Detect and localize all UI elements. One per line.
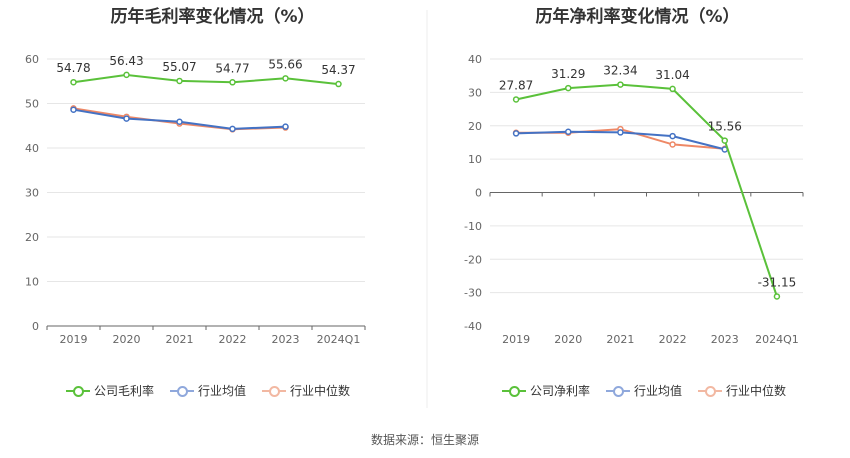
x-tick-label: 2022 xyxy=(659,333,687,346)
data-point-industry_avg xyxy=(176,118,183,125)
legend-item-industry-median[interactable]: 行业中位数 xyxy=(698,382,786,399)
data-point-industry_avg xyxy=(617,129,624,136)
data-point-company xyxy=(282,75,289,82)
y-tick-label: 0 xyxy=(475,187,482,200)
legend-label: 行业均值 xyxy=(634,384,683,398)
legend-item-industry-avg[interactable]: 行业均值 xyxy=(606,382,682,399)
x-tick-label: 2023 xyxy=(711,333,739,346)
data-label: 31.04 xyxy=(655,68,689,82)
gross-margin-plot: 0 10 20 30 40 50 60 2019 2020 2021 2022 2023 2024Q1 5… xyxy=(25,53,366,346)
data-label: 54.77 xyxy=(215,61,249,75)
gross-margin-chart-title: 历年毛利率变化情况（%） xyxy=(110,7,315,27)
y-tick-label: 60 xyxy=(25,53,39,66)
data-point-industry_median xyxy=(669,141,676,148)
x-tick-label: 2020 xyxy=(554,333,582,346)
data-point-industry_avg xyxy=(512,130,520,137)
y-tick-label: 40 xyxy=(25,142,39,155)
data-point-industry_avg xyxy=(282,123,289,130)
series-line-company xyxy=(515,83,778,297)
net-margin-chart-title: 历年净利率变化情况（%） xyxy=(535,7,740,27)
x-tick-label: 2022 xyxy=(219,333,247,346)
data-point-company xyxy=(617,81,624,88)
x-tick-label: 2023 xyxy=(272,333,300,346)
data-label: 56.43 xyxy=(109,54,143,68)
legend-item-industry-median[interactable]: 行业中位数 xyxy=(262,382,350,399)
net-margin-plot: -40 -30 -20 -10 0 10 20 30 40 2019 2020 2021 2022 202… xyxy=(464,53,804,346)
legend-marker-icon xyxy=(698,385,723,397)
data-point-industry_avg xyxy=(229,125,236,133)
data-point-industry_avg xyxy=(70,106,77,113)
data-label: 55.07 xyxy=(162,60,196,74)
legend-marker-icon xyxy=(502,385,526,397)
y-tick-label: 50 xyxy=(25,98,39,111)
legend-label: 公司毛利率 xyxy=(94,384,155,398)
x-tick-label: 2021 xyxy=(166,333,194,346)
y-tick-label: 30 xyxy=(468,86,482,99)
y-tick-label: -40 xyxy=(464,320,482,333)
legend-marker-icon xyxy=(66,385,90,397)
data-point-company xyxy=(123,71,130,79)
y-tick-label: -10 xyxy=(464,220,482,233)
x-tick-label: 2019 xyxy=(60,333,88,346)
data-label: -31.15 xyxy=(758,275,797,289)
data-point-company xyxy=(70,78,77,86)
x-tick-label: 2020 xyxy=(113,333,141,346)
data-label: 15.56 xyxy=(708,120,742,134)
legend-item-company-net-margin[interactable]: 公司净利率 xyxy=(502,382,590,399)
data-point-industry_avg xyxy=(565,128,572,136)
legend-item-company-gross-margin[interactable]: 公司毛利率 xyxy=(66,382,154,399)
legend-label: 行业中位数 xyxy=(290,384,351,398)
data-point-company xyxy=(229,79,236,86)
y-tick-label: 40 xyxy=(468,53,482,66)
data-point-company xyxy=(565,84,572,92)
legend-marker-icon xyxy=(262,385,287,397)
data-point-company xyxy=(176,77,183,85)
data-label: 27.87 xyxy=(499,78,533,92)
y-tick-label: 20 xyxy=(468,120,482,133)
data-label: 31.29 xyxy=(551,67,585,81)
data-label: 54.37 xyxy=(321,63,355,77)
data-label: 54.78 xyxy=(56,61,90,75)
legend-label: 行业中位数 xyxy=(726,384,787,398)
x-tick-label: 2019 xyxy=(502,333,530,346)
y-tick-label: 0 xyxy=(32,320,39,333)
data-point-company xyxy=(721,137,728,144)
net-margin-legend: 公司净利率 行业均值 行业中位数 xyxy=(502,382,786,399)
y-tick-label: -20 xyxy=(464,253,482,266)
data-point-company xyxy=(669,85,676,93)
data-point-industry_avg xyxy=(123,115,130,122)
legend-marker-icon xyxy=(606,385,631,397)
legend-label: 行业均值 xyxy=(198,384,247,398)
y-tick-label: 10 xyxy=(468,153,482,166)
gross-margin-legend: 公司毛利率 行业均值 行业中位数 xyxy=(66,382,350,399)
series-line-company xyxy=(73,73,339,86)
data-point-industry_avg xyxy=(669,132,676,140)
data-point-company xyxy=(335,80,342,88)
x-tick-label: 2024Q1 xyxy=(317,333,361,346)
y-tick-label: 30 xyxy=(25,187,39,200)
data-point-company xyxy=(512,96,520,103)
data-label: 55.66 xyxy=(268,57,302,71)
data-point-company xyxy=(773,293,781,300)
y-tick-label: 10 xyxy=(25,276,39,289)
y-tick-label: 20 xyxy=(25,231,39,244)
x-tick-label: 2024Q1 xyxy=(755,333,799,346)
legend-marker-icon xyxy=(170,385,195,397)
legend-label: 公司净利率 xyxy=(530,384,591,398)
data-label: 32.34 xyxy=(603,64,637,78)
y-tick-label: -30 xyxy=(464,287,482,300)
legend-item-industry-avg[interactable]: 行业均值 xyxy=(170,382,246,399)
data-source-note: 数据来源：恒生聚源 xyxy=(370,433,479,447)
x-tick-label: 2021 xyxy=(606,333,634,346)
